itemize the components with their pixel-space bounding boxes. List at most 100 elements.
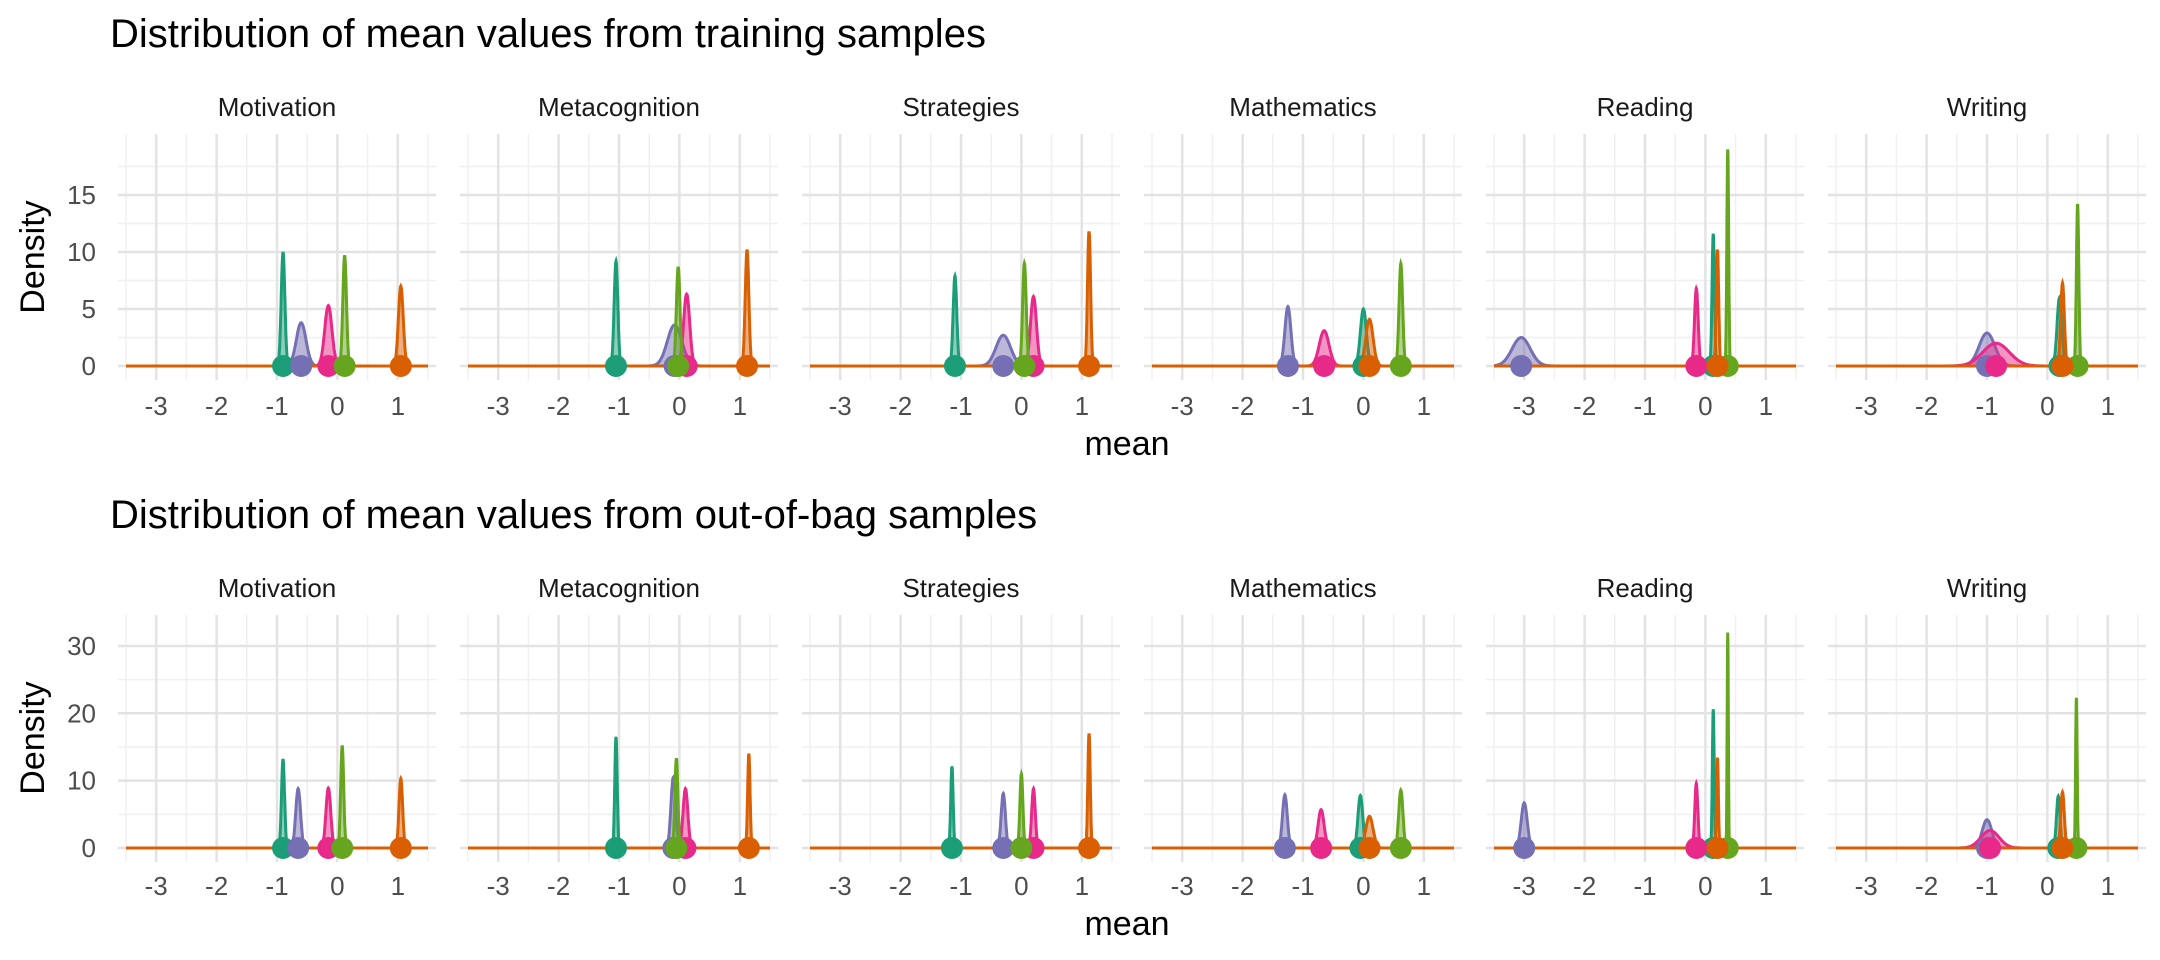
- panel-strategies: Strategies -3 -2 -1 0 1: [802, 573, 1120, 901]
- density-area: [1309, 809, 1334, 848]
- panel-reading: Reading -3 -2 -1 0 1: [1486, 573, 1804, 901]
- x-tick-label: 1: [1417, 391, 1431, 421]
- x-tick-label: -3: [1513, 871, 1536, 901]
- x-tick-label: 0: [672, 871, 686, 901]
- x-tick-label: -1: [949, 391, 972, 421]
- density-area: [1275, 794, 1295, 848]
- density-area: [1275, 306, 1300, 366]
- chart-title: Distribution of mean values from trainin…: [110, 12, 986, 56]
- density-area: [994, 793, 1012, 848]
- y-axis-label: Density: [14, 681, 52, 794]
- x-tick-label: -3: [145, 391, 168, 421]
- mean-point: [1310, 837, 1333, 859]
- mean-point: [1358, 355, 1381, 377]
- mean-point: [1706, 355, 1729, 377]
- x-tick-label: -2: [1573, 391, 1596, 421]
- density-area: [313, 305, 343, 366]
- x-tick-label: 1: [391, 391, 405, 421]
- facet-strip-label: Writing: [1947, 92, 2027, 122]
- panel-metacognition: Metacognition -3 -2 -1 0 1: [460, 92, 778, 421]
- density-area: [1942, 343, 2050, 366]
- facet-strip-label: Reading: [1597, 573, 1694, 603]
- mean-point: [2066, 355, 2089, 377]
- y-tick-label: 5: [82, 294, 96, 324]
- mean-point: [333, 355, 356, 377]
- panel-writing: Writing -3 -2 -1 0 1: [1828, 92, 2146, 421]
- density-area: [1512, 802, 1537, 848]
- mean-point: [1078, 355, 1101, 377]
- x-tick-label: 0: [2040, 391, 2054, 421]
- x-tick-label: 1: [1759, 391, 1773, 421]
- mean-point: [272, 355, 295, 377]
- panel-reading: Reading -3 -2 -1 0 1: [1486, 92, 1804, 421]
- density-area: [670, 758, 683, 848]
- density-area: [608, 261, 624, 366]
- density-area: [288, 788, 308, 848]
- x-tick-label: -1: [1633, 871, 1656, 901]
- mean-point: [1273, 837, 1296, 859]
- chart-row-1: Distribution of mean values from trainin…: [14, 12, 2146, 463]
- y-tick-label: 20: [67, 698, 96, 728]
- mean-point: [2051, 355, 2074, 377]
- x-tick-label: -2: [205, 871, 228, 901]
- mean-point: [272, 837, 295, 859]
- x-tick-label: -2: [889, 871, 912, 901]
- x-tick-label: -3: [487, 871, 510, 901]
- density-area: [1354, 319, 1384, 366]
- facet-strip-label: Metacognition: [538, 573, 700, 603]
- mean-point: [1313, 355, 1336, 377]
- mean-point: [667, 355, 690, 377]
- y-tick-label: 0: [82, 351, 96, 381]
- mean-point: [317, 355, 340, 377]
- panel-writing: Writing -3 -2 -1 0 1: [1828, 573, 2146, 901]
- density-area: [1017, 263, 1032, 366]
- x-tick-label: 1: [1075, 871, 1089, 901]
- x-tick-label: 0: [1356, 871, 1370, 901]
- facet-strip-label: Reading: [1597, 92, 1694, 122]
- panel-strategies: Strategies -3 -2 -1 0 1: [802, 92, 1120, 421]
- density-area: [281, 322, 321, 366]
- x-tick-label: -1: [1633, 391, 1656, 421]
- panel-mathematics: Mathematics -3 -2 -1 0 1: [1144, 573, 1462, 901]
- x-tick-label: 0: [1014, 871, 1028, 901]
- facet-strip-label: Mathematics: [1229, 92, 1376, 122]
- x-tick-label: 1: [1417, 871, 1431, 901]
- mean-point: [943, 355, 966, 377]
- mean-point: [665, 837, 688, 859]
- x-tick-label: -2: [1231, 871, 1254, 901]
- x-tick-label: 0: [2040, 871, 2054, 901]
- x-tick-label: -3: [1855, 391, 1878, 421]
- mean-point: [1510, 355, 1533, 377]
- density-area: [675, 788, 696, 848]
- density-area: [1393, 263, 1409, 366]
- mean-point: [2051, 837, 2074, 859]
- mean-point: [940, 837, 963, 859]
- x-tick-label: 1: [733, 871, 747, 901]
- mean-point: [604, 837, 627, 859]
- mean-point: [389, 837, 412, 859]
- density-area: [391, 286, 411, 366]
- x-tick-label: -2: [1915, 871, 1938, 901]
- facet-strip-label: Writing: [1947, 573, 2027, 603]
- y-tick-label: 0: [82, 833, 96, 863]
- density-area: [1690, 783, 1703, 848]
- density-area: [277, 759, 290, 848]
- density-curve: [1722, 632, 1733, 850]
- mean-point: [290, 355, 313, 377]
- density-area: [1015, 773, 1028, 848]
- panel-motivation: Motivation -3 -2 -1 0 1: [118, 573, 436, 901]
- mean-point: [389, 355, 412, 377]
- density-area: [974, 335, 1033, 366]
- mean-point: [1985, 355, 2008, 377]
- facet-strip-label: Strategies: [902, 573, 1019, 603]
- mean-point: [1979, 837, 2002, 859]
- panel-mathematics: Mathematics -3 -2 -1 0 1: [1144, 92, 1462, 421]
- mean-point: [737, 837, 760, 859]
- y-tick-label: 30: [67, 631, 96, 661]
- x-tick-label: 0: [330, 391, 344, 421]
- x-tick-label: -1: [1975, 871, 1998, 901]
- density-area: [2055, 282, 2070, 366]
- panel-motivation: Motivation -3 -2 -1 0 1: [118, 92, 436, 421]
- x-tick-label: -2: [547, 391, 570, 421]
